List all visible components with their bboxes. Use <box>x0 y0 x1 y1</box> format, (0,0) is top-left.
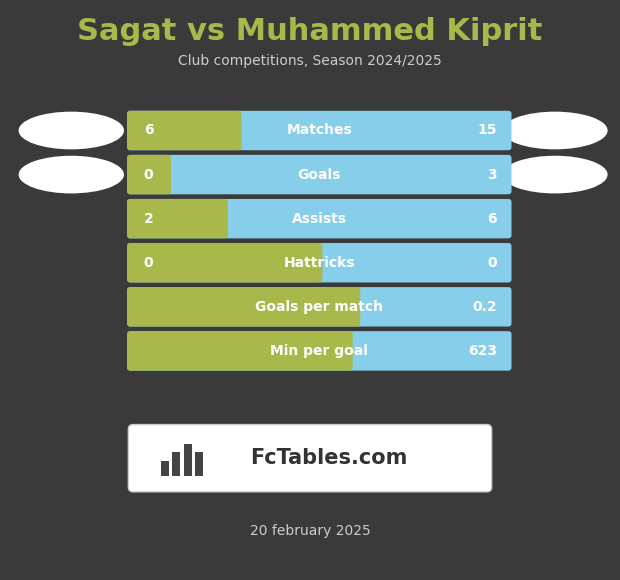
Ellipse shape <box>502 155 608 194</box>
FancyBboxPatch shape <box>127 199 228 238</box>
Bar <box>195 452 203 476</box>
Text: Hattricks: Hattricks <box>283 256 355 270</box>
FancyBboxPatch shape <box>127 155 171 194</box>
Text: Matches: Matches <box>286 124 352 137</box>
Text: 20 february 2025: 20 february 2025 <box>250 524 370 538</box>
FancyBboxPatch shape <box>127 155 512 194</box>
Text: Goals per match: Goals per match <box>255 300 383 314</box>
Text: FcTables.com: FcTables.com <box>250 448 407 468</box>
FancyBboxPatch shape <box>127 331 353 371</box>
Text: 6: 6 <box>144 124 154 137</box>
FancyBboxPatch shape <box>127 111 241 150</box>
Text: 0: 0 <box>144 168 154 182</box>
FancyBboxPatch shape <box>127 243 512 282</box>
FancyBboxPatch shape <box>127 243 322 282</box>
FancyBboxPatch shape <box>127 111 512 150</box>
Bar <box>184 444 192 476</box>
Text: 3: 3 <box>487 168 497 182</box>
Bar <box>161 461 169 476</box>
Ellipse shape <box>19 111 124 150</box>
FancyBboxPatch shape <box>127 199 512 238</box>
Text: Assists: Assists <box>292 212 347 226</box>
Text: 15: 15 <box>478 124 497 137</box>
Text: 6: 6 <box>487 212 497 226</box>
Text: Club competitions, Season 2024/2025: Club competitions, Season 2024/2025 <box>178 54 442 68</box>
FancyBboxPatch shape <box>127 287 512 327</box>
Text: Sagat vs Muhammed Kiprit: Sagat vs Muhammed Kiprit <box>78 17 542 46</box>
Text: Min per goal: Min per goal <box>270 344 368 358</box>
Bar <box>172 452 180 476</box>
Text: 0.2: 0.2 <box>472 300 497 314</box>
Text: 2: 2 <box>144 212 154 226</box>
Ellipse shape <box>502 111 608 150</box>
Text: 0: 0 <box>487 256 497 270</box>
Ellipse shape <box>19 155 124 194</box>
Text: 623: 623 <box>468 344 497 358</box>
Text: Goals: Goals <box>298 168 341 182</box>
FancyBboxPatch shape <box>127 287 360 327</box>
FancyBboxPatch shape <box>127 331 512 371</box>
Text: 0: 0 <box>144 256 154 270</box>
FancyBboxPatch shape <box>128 425 492 492</box>
